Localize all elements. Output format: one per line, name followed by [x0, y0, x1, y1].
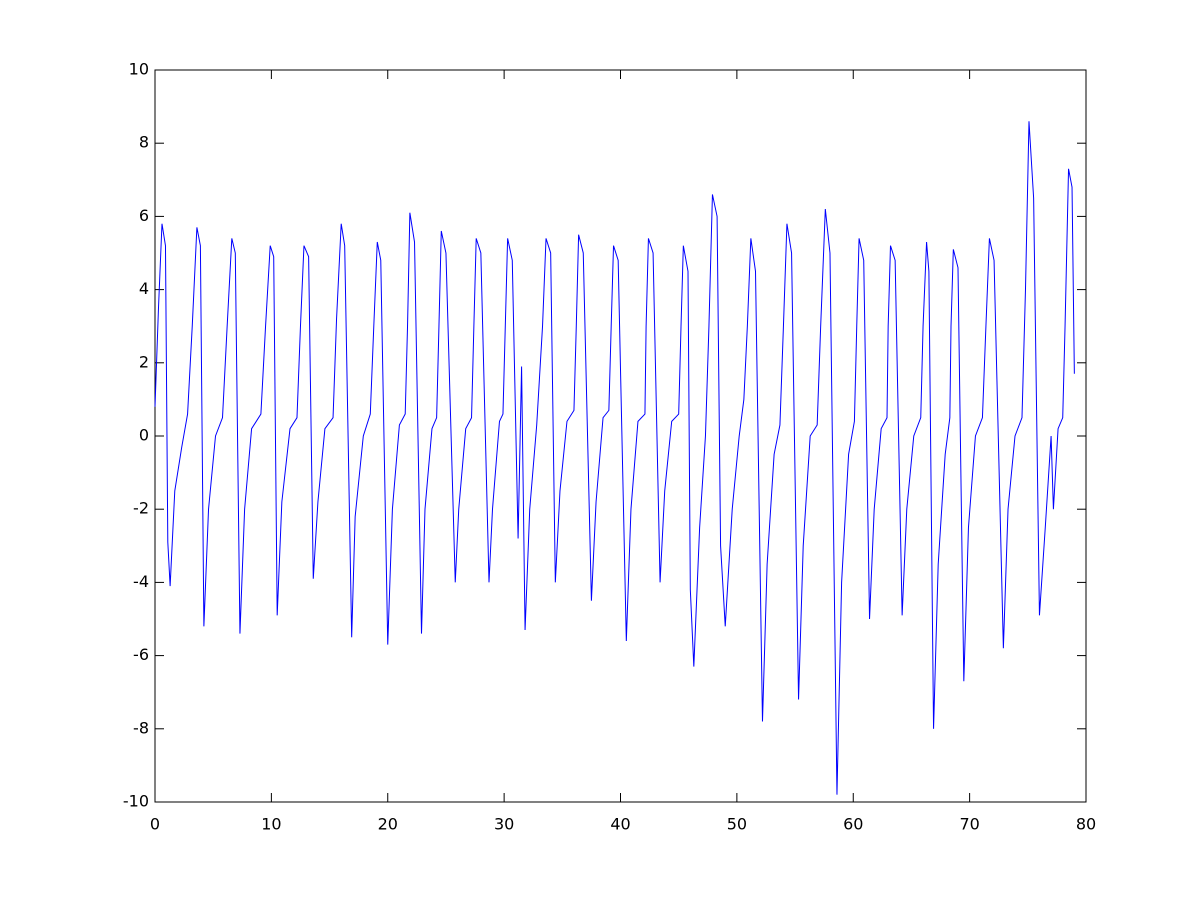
- x-tick-label: 40: [610, 815, 630, 834]
- x-tick-label: 0: [150, 815, 160, 834]
- y-tick-label: 10: [129, 60, 149, 79]
- x-tick-label: 80: [1076, 815, 1096, 834]
- x-tick-label: 50: [727, 815, 747, 834]
- plot-area: [154, 69, 1087, 803]
- y-tick-label: -8: [133, 718, 149, 737]
- y-tick-label: 4: [139, 279, 149, 298]
- y-tick-label: 0: [139, 426, 149, 445]
- y-tick-label: -4: [133, 572, 149, 591]
- data-line: [154, 121, 1075, 795]
- y-tick-label: 2: [139, 352, 149, 371]
- x-tick-label: 60: [843, 815, 863, 834]
- y-tick-label: -6: [133, 645, 149, 664]
- y-tick-label: 8: [139, 133, 149, 152]
- x-tick-label: 20: [378, 815, 398, 834]
- x-tick-label: 30: [494, 815, 514, 834]
- x-tick-label: 10: [261, 815, 281, 834]
- y-tick-label: -2: [133, 499, 149, 518]
- y-tick-label: 6: [139, 206, 149, 225]
- y-tick-label: -10: [123, 792, 149, 811]
- x-tick-label: 70: [959, 815, 979, 834]
